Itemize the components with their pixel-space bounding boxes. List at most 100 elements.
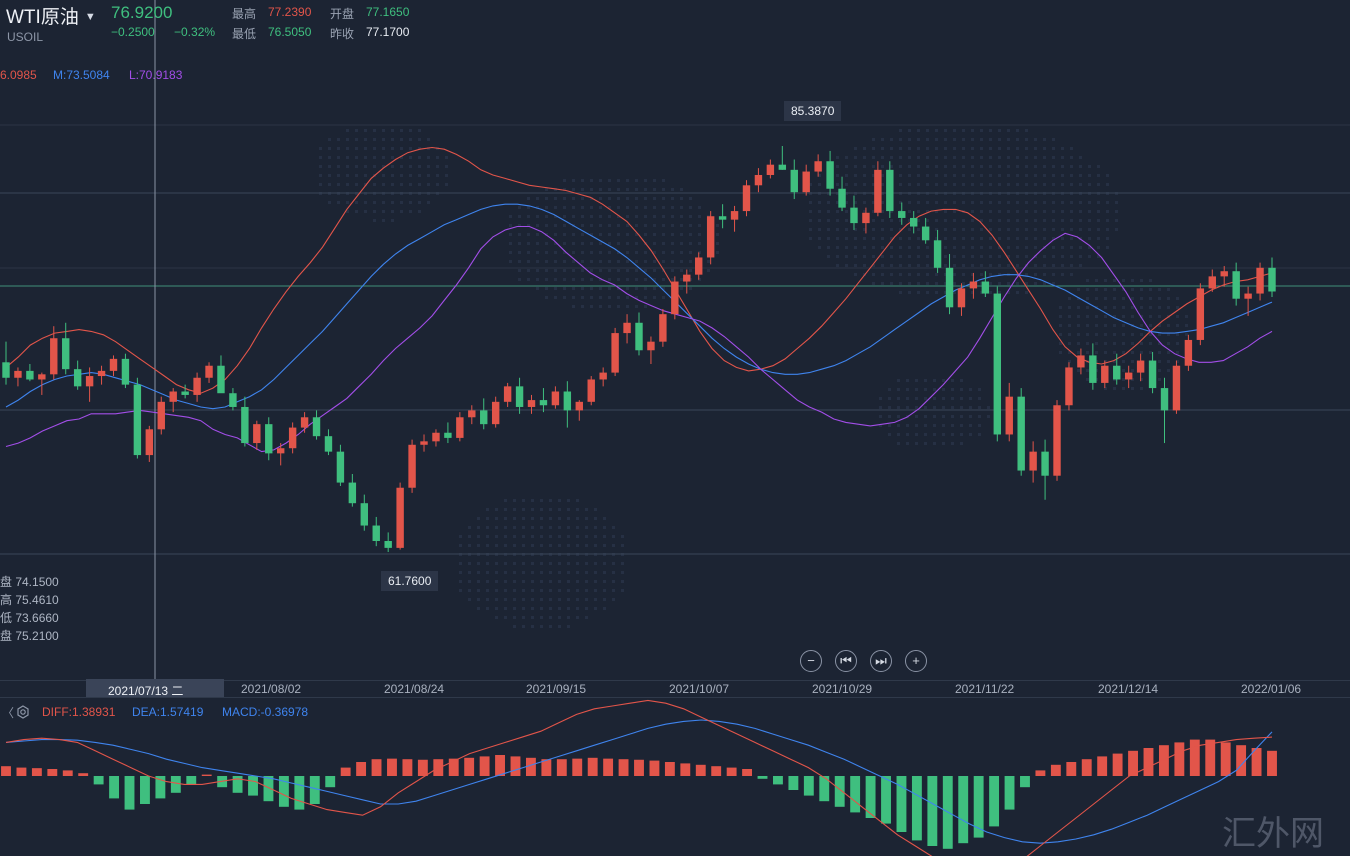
scroll-left-button[interactable]: ⏮ (835, 650, 857, 672)
map-dot (1068, 351, 1071, 354)
map-dot (382, 147, 385, 150)
map-dot (355, 147, 358, 150)
map-dot (549, 616, 552, 619)
map-dot (653, 260, 656, 263)
map-dot (382, 210, 385, 213)
scroll-right-button[interactable]: ⏭ (870, 650, 892, 672)
map-dot (1059, 342, 1062, 345)
map-dot (1104, 297, 1107, 300)
map-dot (998, 291, 1001, 294)
map-dot (908, 183, 911, 186)
map-dot (980, 219, 983, 222)
map-dot (540, 562, 543, 565)
map-dot (626, 233, 629, 236)
max-price-tag: 85.3870 (784, 101, 842, 121)
map-dot (1106, 210, 1109, 213)
map-dot (1086, 315, 1089, 318)
map-dot (962, 282, 965, 285)
map-dot (495, 562, 498, 565)
macd-bar (587, 757, 598, 776)
map-dot (827, 237, 830, 240)
map-dot (1007, 210, 1010, 213)
map-dot (513, 571, 516, 574)
map-dot (527, 224, 530, 227)
map-dot (626, 278, 629, 281)
map-dot (1122, 324, 1125, 327)
zoom-in-button[interactable]: + (905, 650, 927, 672)
map-dot (599, 215, 602, 218)
map-dot (689, 233, 692, 236)
map-dot (908, 255, 911, 258)
candle-body (766, 164, 775, 175)
macd-chart[interactable] (0, 697, 1350, 856)
map-dot (944, 138, 947, 141)
map-dot (689, 224, 692, 227)
map-dot (944, 210, 947, 213)
map-dot (935, 228, 938, 231)
candle-body (85, 376, 94, 387)
map-dot (477, 589, 480, 592)
map-dot (944, 246, 947, 249)
map-dot (418, 183, 421, 186)
map-dot (872, 255, 875, 258)
candle-body (276, 448, 285, 454)
map-dot (662, 242, 665, 245)
map-dot (459, 571, 462, 574)
map-dot (364, 174, 367, 177)
macd-collapse-icon[interactable]: 〈 (2, 706, 15, 720)
map-dot (409, 201, 412, 204)
macd-bar (634, 759, 644, 776)
map-dot (1025, 156, 1028, 159)
map-dot (567, 589, 570, 592)
map-dot (418, 147, 421, 150)
map-dot (355, 183, 358, 186)
map-dot (1025, 210, 1028, 213)
map-dot (971, 246, 974, 249)
map-dot (953, 237, 956, 240)
map-dot (926, 165, 929, 168)
map-dot (477, 544, 480, 547)
map-dot (576, 607, 579, 610)
map-dot (1052, 138, 1055, 141)
zoom-out-button[interactable]: − (800, 650, 822, 672)
map-dot (1131, 333, 1134, 336)
map-dot (987, 415, 990, 418)
map-dot (1113, 351, 1116, 354)
map-dot (513, 544, 516, 547)
symbol-selector[interactable]: WTI原油 ▼ (6, 2, 96, 29)
map-dot (594, 589, 597, 592)
macd-bar (1035, 770, 1046, 776)
map-dot (1115, 219, 1118, 222)
map-dot (953, 201, 956, 204)
map-dot (854, 255, 857, 258)
candle-body (145, 429, 154, 456)
candle-body (503, 386, 512, 402)
open-label: 开盘 (330, 7, 355, 21)
map-dot (935, 156, 938, 159)
macd-bar (62, 770, 73, 776)
map-dot (680, 278, 683, 281)
map-dot (409, 147, 412, 150)
boll-lower-value: L:70.9183 (129, 68, 183, 82)
map-dot (576, 535, 579, 538)
map-dot (863, 237, 866, 240)
macd-bar (124, 776, 135, 810)
map-dot (933, 406, 936, 409)
settings-gear-icon[interactable] (16, 705, 30, 719)
map-dot (908, 174, 911, 177)
map-dot (391, 165, 394, 168)
map-dot (908, 138, 911, 141)
map-dot (890, 273, 893, 276)
map-dot (1086, 378, 1089, 381)
price-chart[interactable] (0, 0, 1350, 680)
map-dot (617, 278, 620, 281)
map-dot (1077, 342, 1080, 345)
map-dot (621, 544, 624, 547)
map-dot (572, 305, 575, 308)
map-dot (926, 201, 929, 204)
map-dot (1043, 228, 1046, 231)
map-dot (617, 197, 620, 200)
map-dot (854, 246, 857, 249)
macd-bar (773, 776, 783, 785)
map-dot (1167, 333, 1170, 336)
